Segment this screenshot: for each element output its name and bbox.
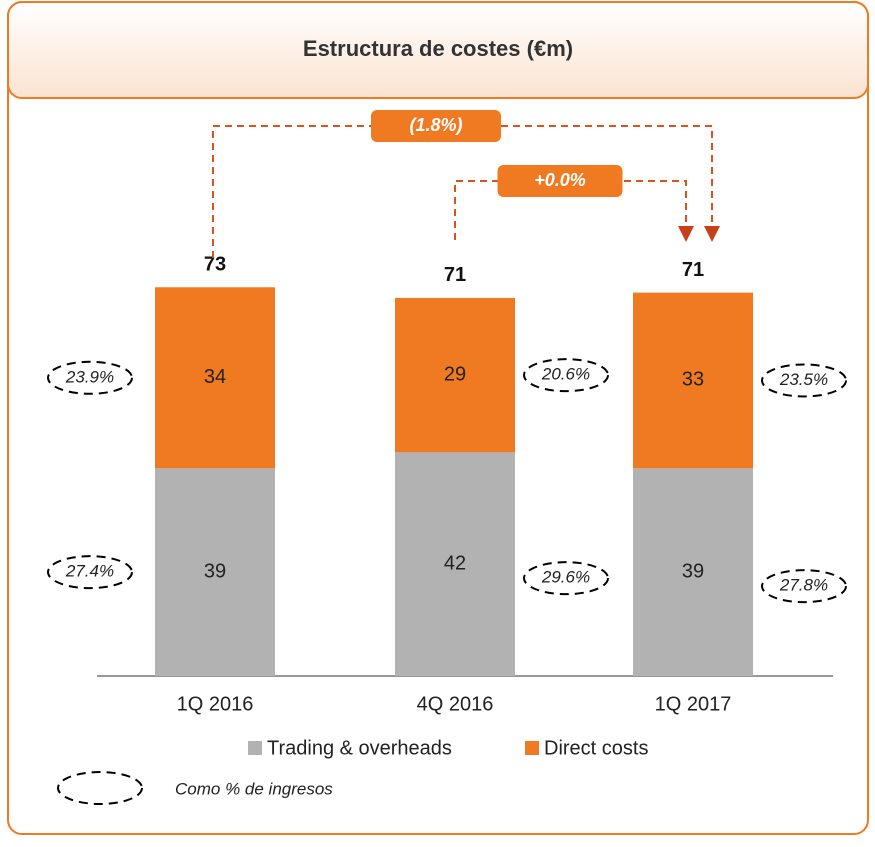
- comparison-box: [371, 110, 501, 142]
- total-label: 71: [682, 259, 704, 281]
- legend-swatch: [248, 741, 262, 755]
- connector: [212, 125, 713, 258]
- arrow-head: [678, 226, 694, 242]
- pct-label: 27.4%: [65, 562, 114, 581]
- value-label: 39: [682, 560, 704, 582]
- pct-label: 20.6%: [541, 365, 590, 384]
- pct-ellipse: [47, 555, 133, 590]
- x-tick-label: 4Q 2016: [417, 693, 494, 715]
- x-tick-label: 1Q 2016: [177, 693, 254, 715]
- note: Como % de ingresos: [175, 779, 333, 798]
- bar-segment: [155, 468, 275, 676]
- pct-ellipse: [523, 561, 609, 596]
- pct-ellipse: [57, 771, 143, 805]
- x-tick-label: 1Q 2017: [655, 693, 732, 715]
- total-label: 71: [444, 264, 466, 286]
- value-label: 33: [682, 369, 704, 391]
- bar-segment: [633, 468, 753, 676]
- bar-segment: [633, 292, 753, 469]
- header: [7, 1, 869, 99]
- comparison-box: [497, 165, 623, 197]
- value-label: 42: [444, 552, 466, 574]
- pct-ellipse: [761, 363, 847, 398]
- pct-ellipse: [47, 360, 133, 395]
- legend-swatch: [525, 741, 539, 755]
- value-label: 39: [204, 560, 226, 582]
- comparison-label: +0.0%: [534, 170, 586, 190]
- bar-segment: [395, 452, 515, 676]
- chart-title: Estructura de costes (€m): [303, 36, 573, 61]
- bar-segment: [395, 297, 515, 453]
- legend-label: Trading & overheads: [267, 737, 452, 759]
- pct-ellipse: [523, 358, 609, 393]
- pct-label: 23.5%: [779, 370, 828, 389]
- arrow-head: [704, 226, 720, 242]
- bar-segment: [155, 287, 275, 469]
- value-label: 34: [204, 366, 226, 388]
- pct-ellipse: [761, 569, 847, 604]
- legend-label: Direct costs: [544, 737, 648, 759]
- pct-label: 29.6%: [541, 568, 590, 587]
- value-label: 29: [444, 363, 466, 385]
- pct-label: 27.8%: [779, 576, 828, 595]
- pct-label: 23.9%: [65, 367, 114, 386]
- total-label: 73: [204, 254, 226, 276]
- comparison-label: (1.8%): [409, 115, 462, 135]
